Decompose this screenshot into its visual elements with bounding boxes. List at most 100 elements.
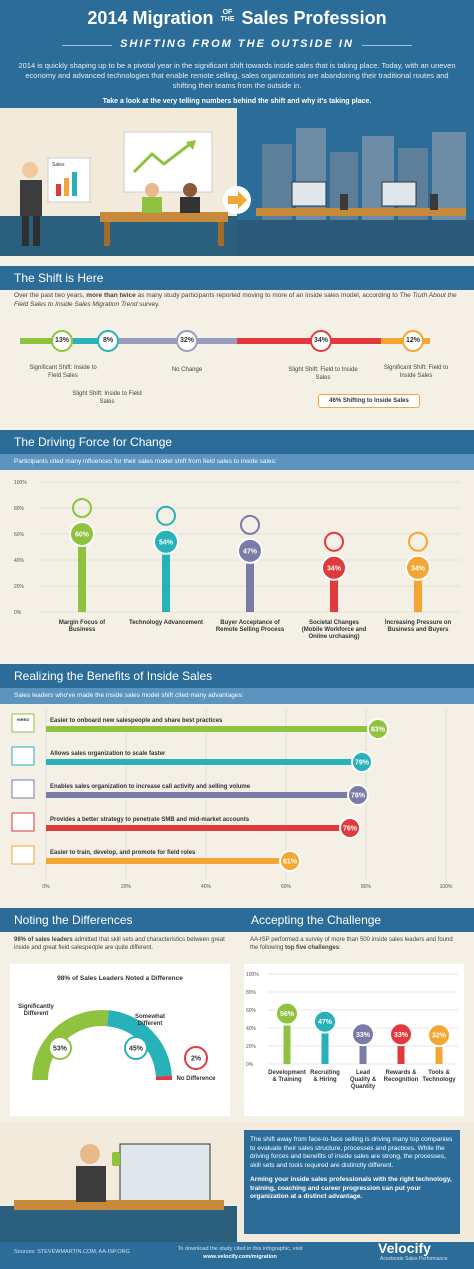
challenge-category-label-0: Development & Training <box>268 1070 306 1083</box>
velocify-logo: Velocify <box>378 1240 431 1256</box>
presenter-leg-right <box>33 216 40 246</box>
driving-bar-1 <box>162 541 170 612</box>
benefit-value-label-2: 78% <box>351 793 366 800</box>
closing-desk <box>14 1200 224 1210</box>
challenge-bar-cap-1 <box>313 1009 337 1034</box>
sales-bar-3 <box>72 172 77 196</box>
benefit-bar-cap-1 <box>351 751 373 773</box>
gauge-category-label-2: No Difference <box>176 1076 216 1082</box>
driving-category-label-0: Margin Focus of Business <box>59 620 106 633</box>
driving-ytick-0: 100% <box>14 480 27 486</box>
benefit-bar-cap-2 <box>347 784 369 806</box>
table-leg-right <box>218 222 224 246</box>
driving-ytick-1: 80% <box>14 506 25 512</box>
benefit-bar-cap-0 <box>367 718 389 740</box>
challenge-value-label-2: 33% <box>356 1032 371 1039</box>
benefit-bar-4 <box>46 858 290 864</box>
benefits-section-title: Realizing the Benefits of Inside Sales <box>0 664 474 688</box>
shift-value-2: 8% <box>97 330 119 352</box>
driving-bar-0 <box>78 534 86 612</box>
challenge-description: AA-ISP performed a survey of more than 5… <box>250 936 462 952</box>
shift-bar-seg-1 <box>20 338 74 344</box>
shift-desc-mid: as many study participants reported movi… <box>135 292 400 299</box>
shift-value-5: 12% <box>402 330 424 352</box>
benefit-icon-2 <box>11 779 35 799</box>
driving-ytick-4: 20% <box>14 584 25 590</box>
challenge-ytick-5: 0% <box>246 1062 254 1068</box>
driving-force-chart: 100% 80% 60% 40% 20% 0% 60% Margin Focus of Busi… <box>14 480 460 640</box>
benefit-value-label-0: 83% <box>371 727 386 734</box>
driving-category-label-1: Technology Advancement <box>129 620 203 626</box>
attendee-1-body <box>142 197 162 213</box>
benefit-category-label-3: Provides a better strategy to penetrate … <box>50 817 250 823</box>
title-part-2: Sales Profession <box>241 8 387 28</box>
building-4 <box>362 136 394 220</box>
hired-icon-label: HIRED <box>17 717 30 722</box>
driving-value-label-0: 60% <box>75 532 90 539</box>
gauge-category-label-1: Somewhat Different <box>135 1014 165 1027</box>
computer-monitor-2 <box>381 181 417 207</box>
benefit-icon-3 <box>11 812 35 832</box>
inside-salesperson-illustration <box>0 1143 237 1242</box>
benefit-value-label-1: 79% <box>355 760 370 767</box>
growth-arrow <box>132 142 191 174</box>
title-of-the: OF THE <box>218 9 236 23</box>
gauge-segment-0 <box>32 1010 109 1081</box>
driving-bar-2 <box>246 550 254 612</box>
office-chair-2 <box>430 194 438 210</box>
benefit-bar-3 <box>46 825 350 831</box>
footer-url-link[interactable]: www.velocify.com/migration <box>203 1254 277 1260</box>
driving-bar-cap-3 <box>321 554 347 581</box>
benefit-bar-1 <box>46 759 362 765</box>
challenge-category-label-1: Recruiting & Hiring <box>310 1070 340 1083</box>
driving-value-label-1: 54% <box>159 539 174 546</box>
presenter-body <box>20 180 42 216</box>
building-1 <box>262 144 292 220</box>
differences-desc-rest: admitted that skill sets and characteris… <box>14 937 225 951</box>
intro-text: 2014 is quickly shaping up to be a pivot… <box>18 61 456 90</box>
driving-description: Participants cited many influences for t… <box>0 454 474 470</box>
driving-bar-cap-2 <box>237 537 263 564</box>
driving-category-label-2: Buyer Acceptance of Remote Selling Proces… <box>216 620 285 633</box>
challenge-section-title: Accepting the Challenge <box>237 908 474 932</box>
phone-icon <box>112 1152 120 1166</box>
footer-download-text: To download the study cited in this info… <box>177 1246 303 1252</box>
driving-category-label-4: Increasing Pressure on Business and Buyer… <box>385 620 452 633</box>
office-scene-illustration: Sales <box>0 108 474 256</box>
benefit-category-label-2: Enables sales organization to increase c… <box>50 784 251 790</box>
driving-bar-cap-4 <box>405 554 431 581</box>
challenge-value-label-1: 47% <box>318 1019 333 1026</box>
benefit-category-label-1: Allows sales organization to scale faste… <box>50 751 166 757</box>
driving-value-label-2: 47% <box>243 548 258 555</box>
driving-bar-3 <box>330 567 338 612</box>
challenge-value-label-3: 33% <box>394 1032 409 1039</box>
challenge-ytick-3: 40% <box>246 1026 257 1032</box>
footer-sources: Sources: STEVEWMARTIN.COM, AA-ISP.ORG <box>14 1249 130 1255</box>
challenge-bar-cap-4 <box>427 1023 451 1048</box>
attendee-1-head <box>145 183 159 197</box>
title-the: THE <box>220 16 235 23</box>
benefit-bar-0 <box>46 726 378 732</box>
challenge-category-label-4: Tools & Technology <box>422 1070 456 1083</box>
presenter-head <box>22 162 38 178</box>
benefit-bar-cap-4 <box>279 850 301 872</box>
differences-gauge-chart: 98% of Sales Leaders Noted a Difference 5… <box>18 975 216 1082</box>
driving-icon-0 <box>72 498 92 518</box>
sales-bar-2 <box>64 178 69 196</box>
benefit-value-label-3: 76% <box>343 826 358 833</box>
differences-description: 98% of sales leaders admitted that skill… <box>14 936 226 952</box>
gauge-value-label-2: 2% <box>191 1056 202 1063</box>
computer-monitor-1 <box>291 181 327 207</box>
challenge-ytick-4: 20% <box>246 1044 257 1050</box>
driving-ytick-2: 60% <box>14 532 25 538</box>
gauge-category-label-0: Significantly Different <box>18 1004 54 1017</box>
shift-value-1: 13% <box>51 330 73 352</box>
shift-desc-pre: Over the past two years, <box>14 292 87 299</box>
meeting-table <box>100 212 228 222</box>
driving-bar-cap-0 <box>69 521 95 547</box>
driving-icon-3 <box>324 531 344 552</box>
benefit-xtick-5: 100% <box>440 884 453 890</box>
subtitle-rule-right <box>362 45 412 46</box>
challenge-bar-cap-0 <box>275 1001 299 1026</box>
